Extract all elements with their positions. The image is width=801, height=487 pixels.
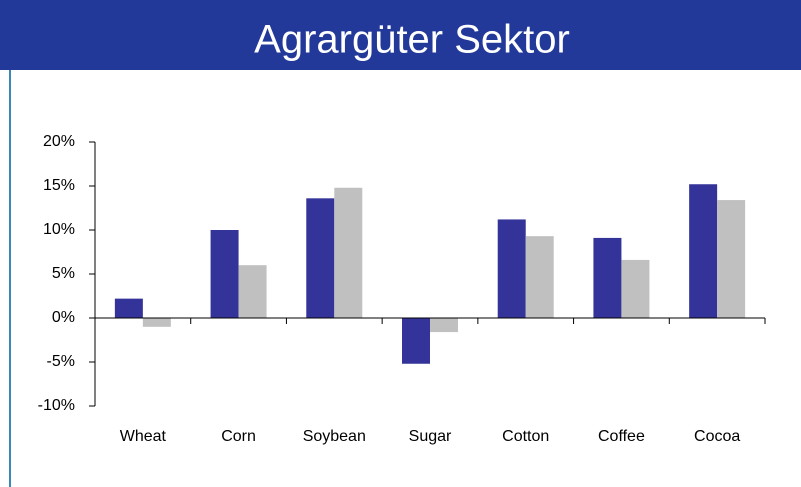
x-tick-label: Cotton	[502, 428, 549, 445]
y-tick-label: 0%	[52, 309, 75, 326]
y-tick-label: 5%	[52, 265, 75, 282]
bar	[621, 259, 650, 318]
x-tick-label: Sugar	[409, 428, 452, 445]
y-tick-label: 15%	[43, 177, 75, 194]
bar	[717, 200, 746, 318]
y-tick-label: 20%	[43, 133, 75, 150]
y-tick-label: -10%	[38, 397, 75, 414]
x-tick-label: Cocoa	[694, 428, 740, 445]
bar	[430, 318, 458, 333]
bar	[593, 237, 622, 318]
chart-title: Agrargüter Sektor	[254, 18, 570, 62]
bar	[210, 230, 239, 318]
x-tick-label: Coffee	[598, 428, 645, 445]
bar	[114, 298, 143, 318]
bar	[306, 198, 335, 318]
bar	[142, 318, 171, 327]
x-tick-label: Corn	[221, 428, 256, 445]
bar	[334, 187, 363, 318]
bar	[402, 318, 430, 364]
y-tick-label: 10%	[43, 221, 75, 238]
x-tick-label: Soybean	[303, 428, 366, 445]
bar	[689, 184, 718, 318]
bar	[525, 236, 554, 318]
bar	[497, 219, 526, 318]
bar	[238, 265, 267, 318]
x-tick-label: Wheat	[120, 428, 167, 445]
title-banner	[0, 0, 801, 70]
y-tick-label: -5%	[47, 353, 75, 370]
